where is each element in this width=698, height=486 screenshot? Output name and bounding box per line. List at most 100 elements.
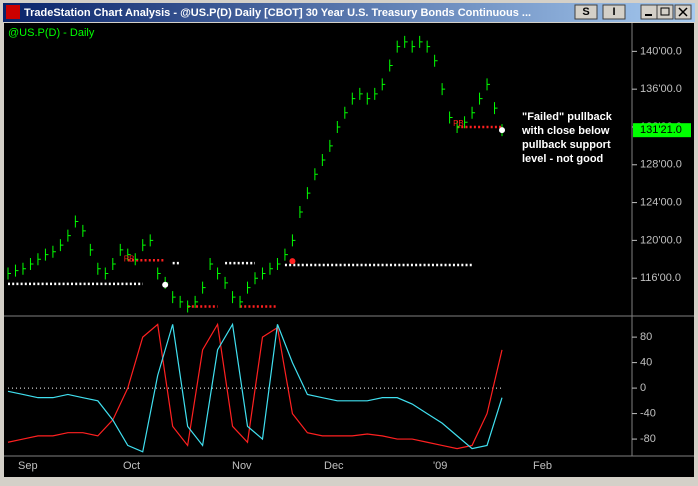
price-bar (172, 291, 176, 304)
price-bar (374, 87, 378, 100)
price-bar (239, 295, 244, 308)
price-bar (389, 59, 393, 72)
price-bar (149, 234, 154, 247)
x-label: Sep (18, 460, 38, 472)
x-label: Oct (123, 460, 140, 472)
price-bar (321, 154, 326, 167)
price-bar (471, 106, 476, 119)
x-label: '09 (433, 460, 447, 472)
annotation: level - not good (522, 153, 603, 165)
i-button[interactable] (602, 4, 626, 20)
y-tick-label: 120'00.0 (640, 234, 682, 246)
chart-area (4, 23, 694, 477)
price-bar (247, 281, 251, 294)
y-tick-label: 124'00.0 (640, 196, 682, 208)
price-bar (351, 92, 356, 105)
title-bar (3, 3, 695, 22)
i-label: I (612, 6, 615, 18)
price-bar (269, 262, 273, 275)
annotation: pullback support (522, 139, 611, 151)
price-bar (202, 281, 206, 294)
price-bar (142, 239, 146, 252)
price-bar (456, 120, 461, 133)
y-tick-label: 128'00.0 (640, 159, 682, 171)
price-bar (97, 262, 101, 275)
app-icon (6, 5, 20, 19)
price-bar (261, 267, 266, 280)
price-bar (82, 224, 86, 237)
price-bar (157, 267, 161, 280)
annotation: with close below (521, 125, 610, 137)
price-bar (276, 258, 281, 271)
price-bar (89, 243, 94, 256)
pb-label: PB (453, 119, 464, 128)
price-bar (7, 267, 11, 280)
price-bar (52, 245, 56, 258)
y-tick-label: 136'00.0 (640, 83, 682, 95)
price-bar (254, 272, 258, 285)
maximize[interactable] (656, 4, 674, 20)
price-bar (486, 78, 491, 91)
price-bar (396, 40, 401, 53)
x-label: Dec (324, 460, 344, 472)
price-bar (232, 291, 236, 304)
window-title: TradeStation Chart Analysis - @US.P(D) D… (24, 7, 531, 19)
price-bar (67, 229, 71, 242)
y-tick-label: 116'00.0 (640, 272, 681, 284)
marker-dot (162, 281, 169, 288)
max-icon (660, 7, 670, 16)
price-bar (329, 139, 333, 152)
price-bar (112, 258, 116, 271)
x-label: Feb (533, 460, 552, 472)
price-bar (134, 253, 139, 266)
price-bar (299, 206, 303, 219)
price-bar (404, 35, 408, 48)
osc-tick-label: 0 (640, 382, 646, 394)
price-bar (224, 276, 229, 289)
price-bar (306, 187, 311, 200)
pb-label: PB (124, 254, 135, 263)
price-bar (37, 253, 41, 266)
price-bar (434, 54, 438, 67)
price-bar (411, 40, 416, 53)
price-bar (22, 262, 26, 275)
price-bar (217, 267, 221, 280)
osc-tick-label: -40 (640, 407, 656, 419)
price-bar (14, 264, 19, 277)
minimize[interactable] (640, 4, 658, 20)
annotation: "Failed" pullback (522, 111, 613, 123)
oscillator-line (7, 322, 503, 453)
last-price-box (633, 123, 691, 138)
price-bar (59, 239, 64, 252)
price-bar (314, 168, 318, 181)
oscillator-line (7, 322, 503, 450)
close-icon (678, 7, 688, 17)
price-bar (74, 215, 79, 228)
osc-tick-label: 40 (640, 357, 652, 369)
marker-dot (289, 258, 296, 265)
price-bar (127, 248, 131, 261)
symbol-label: @US.P(D) - Daily (8, 27, 95, 39)
price-bar (209, 258, 214, 271)
price-bar (44, 248, 49, 261)
price-bar (494, 102, 498, 115)
s-button[interactable] (574, 4, 598, 20)
price-bar (441, 83, 446, 96)
x-label: Nov (232, 460, 252, 472)
price-bar (291, 234, 296, 247)
price-bar (359, 87, 363, 100)
price-bar (336, 120, 341, 133)
osc-tick-label: -80 (640, 433, 656, 445)
s-label: S (582, 6, 589, 18)
marker-dot (499, 127, 505, 134)
price-bar (366, 92, 371, 105)
price-bar (419, 35, 423, 48)
price-bar (194, 295, 199, 308)
price-bar (479, 92, 483, 105)
price-bar (104, 267, 109, 280)
time-labels: Sep Oct Nov Dec '09 Feb (18, 460, 552, 472)
osc-tick-label: 80 (640, 331, 652, 343)
price-bar (464, 116, 468, 129)
